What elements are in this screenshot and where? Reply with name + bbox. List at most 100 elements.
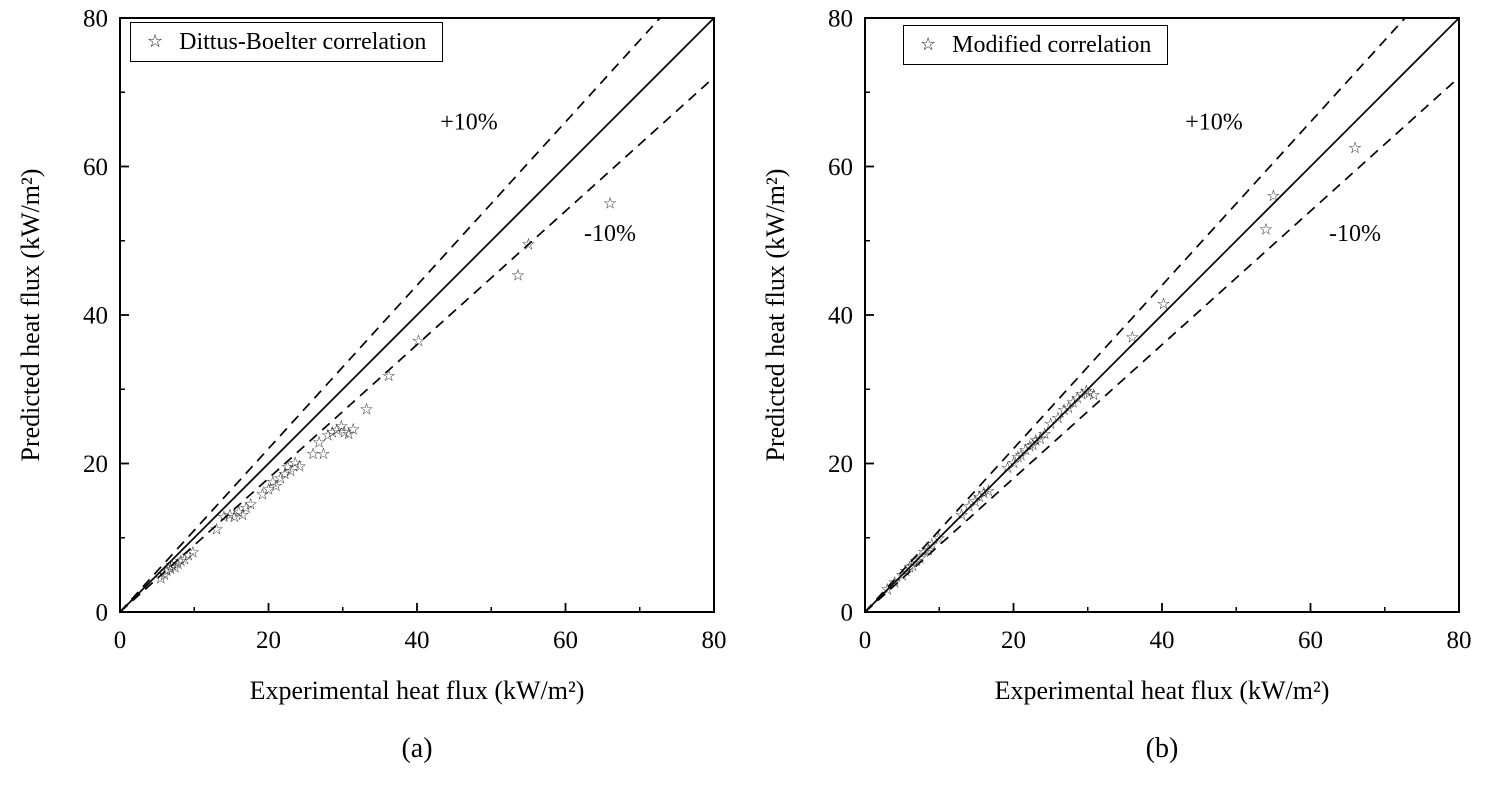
- x-tick-label: 20: [256, 627, 281, 654]
- data-point: ☆: [1043, 414, 1057, 433]
- data-point: ☆: [312, 433, 326, 452]
- data-point: ☆: [346, 419, 360, 438]
- data-point: ☆: [1038, 424, 1052, 443]
- data-point: ☆: [921, 540, 935, 559]
- data-point: ☆: [337, 422, 351, 441]
- data-point: ☆: [239, 498, 253, 517]
- annotation-plus10pct: +10%: [1185, 109, 1243, 135]
- data-point: ☆: [316, 444, 330, 463]
- data-point: ☆: [1023, 436, 1037, 455]
- data-point: ☆: [235, 505, 249, 524]
- panel-label-b: (b): [1145, 733, 1179, 764]
- data-point: ☆: [330, 420, 344, 439]
- data-point: ☆: [888, 572, 902, 591]
- data-point: ☆: [880, 580, 894, 599]
- data-point: ☆: [154, 569, 168, 588]
- data-point: ☆: [917, 542, 931, 561]
- data-point: ☆: [1000, 458, 1014, 477]
- star-marker-icon: ☆: [147, 31, 164, 52]
- data-point: ☆: [1075, 384, 1089, 403]
- data-point: ☆: [325, 422, 339, 441]
- x-axis-label-b: Experimental heat flux (kW/m²): [994, 676, 1330, 705]
- data-point: ☆: [342, 424, 356, 443]
- data-point: ☆: [174, 551, 188, 570]
- data-point: ☆: [266, 472, 280, 491]
- data-point: ☆: [181, 546, 195, 565]
- refline-plus-10-percent: [864, 17, 1406, 613]
- data-point: ☆: [281, 457, 295, 476]
- plot-area-b: ☆☆☆☆☆☆☆☆☆☆☆☆☆☆☆☆☆☆☆☆☆☆☆☆☆☆☆☆☆☆☆☆☆☆☆☆☆☆☆☆…: [828, 6, 1472, 655]
- data-point: ☆: [217, 507, 231, 526]
- x-tick-label: 60: [553, 627, 578, 654]
- legend-label-b: Modified correlation: [952, 31, 1152, 58]
- data-point: ☆: [1087, 385, 1101, 404]
- data-point: ☆: [1014, 445, 1028, 464]
- data-point: ☆: [1266, 186, 1280, 205]
- data-point: ☆: [293, 456, 307, 475]
- data-point: ☆: [1066, 393, 1080, 412]
- data-point: ☆: [603, 194, 617, 213]
- data-point: ☆: [160, 561, 174, 580]
- data-point: ☆: [232, 502, 246, 521]
- data-point: ☆: [284, 461, 298, 480]
- data-point: ☆: [1079, 381, 1093, 400]
- y-tick-label: 40: [828, 303, 853, 330]
- data-point: ☆: [902, 557, 916, 576]
- y-tick-label: 60: [828, 154, 853, 181]
- data-point: ☆: [165, 555, 179, 574]
- annotation-minus10pct: -10%: [1329, 221, 1381, 247]
- data-point: ☆: [1348, 138, 1362, 157]
- data-point: ☆: [163, 559, 177, 578]
- x-tick-label: 0: [114, 627, 127, 654]
- data-point: ☆: [981, 481, 995, 500]
- x-tick-label: 40: [405, 627, 430, 654]
- data-point: ☆: [1057, 400, 1071, 419]
- plot-area-a: ☆☆☆☆☆☆☆☆☆☆☆☆☆☆☆☆☆☆☆☆☆☆☆☆☆☆☆☆☆☆☆☆☆☆☆☆☆☆☆☆…: [83, 6, 727, 655]
- y-tick-label: 20: [828, 451, 853, 478]
- data-point: ☆: [1029, 431, 1043, 450]
- data-point: ☆: [1061, 398, 1075, 417]
- chart-panel-b: ☆ ☆ ☆ ☆ ☆ ☆ ☆ ☆ ☆ ☆ ☆ ☆ ☆ ☆ ☆ ☆ ☆ ☆ ☆ ☆ ☆ ☆ ☆ ☆ ☆ ☆ ☆ ☆ ☆ ☆ ☆ ☆ ☆ ☆ ☆ ☆ ☆ ☆ ☆ ☆…: [745, 0, 1490, 785]
- data-point: ☆: [1051, 408, 1065, 427]
- data-point: ☆: [1006, 453, 1020, 472]
- annotation-minus10pct: -10%: [584, 221, 636, 247]
- data-point: ☆: [168, 557, 182, 576]
- chart-panel-a: ☆ ☆ ☆ ☆ ☆ ☆ ☆ ☆ ☆ ☆ ☆ ☆ ☆ ☆ ☆ ☆ ☆ ☆ ☆ ☆ ☆ ☆ ☆ ☆ ☆ ☆ ☆ ☆ ☆ ☆ ☆ ☆ ☆ ☆ ☆ ☆ ☆ ☆ ☆ ☆…: [16, 6, 727, 765]
- y-tick-label: 80: [828, 6, 853, 33]
- y-tick-label: 80: [83, 6, 108, 33]
- refline-identity: [119, 17, 715, 613]
- data-point: ☆: [269, 476, 283, 495]
- data-point: ☆: [909, 551, 923, 570]
- data-point: ☆: [227, 507, 241, 526]
- y-tick-label: 0: [96, 600, 109, 627]
- x-tick-label: 20: [1001, 627, 1026, 654]
- legend-b: ☆ Modified correlation: [903, 25, 1169, 65]
- data-point: ☆: [954, 505, 968, 524]
- data-point: ☆: [244, 494, 258, 513]
- data-point: ☆: [359, 399, 373, 418]
- y-tick-label: 0: [841, 600, 854, 627]
- x-tick-label: 80: [702, 627, 727, 654]
- data-point: ☆: [1011, 447, 1025, 466]
- data-point: ☆: [1082, 383, 1096, 402]
- data-point: ☆: [1156, 294, 1170, 313]
- data-point: ☆: [157, 565, 171, 584]
- data-point: ☆: [521, 234, 535, 253]
- data-point: ☆: [968, 491, 982, 510]
- data-point: ☆: [1033, 429, 1047, 448]
- data-point: ☆: [895, 566, 909, 585]
- data-point: ☆: [177, 549, 191, 568]
- data-point: ☆: [209, 520, 223, 539]
- panel-label-a: (a): [401, 733, 433, 764]
- y-tick-label: 20: [83, 451, 108, 478]
- data-point: ☆: [1070, 388, 1084, 407]
- x-tick-label: 60: [1298, 627, 1323, 654]
- data-point: ☆: [382, 366, 396, 385]
- data-point: ☆: [306, 444, 320, 463]
- y-axis-label-b: Predicted heat flux (kW/m²): [761, 168, 790, 462]
- data-point: ☆: [261, 480, 275, 499]
- y-tick-label: 60: [83, 154, 108, 181]
- data-point: ☆: [223, 505, 237, 524]
- refline-minus-10-percent: [864, 76, 1460, 613]
- y-tick-label: 40: [83, 303, 108, 330]
